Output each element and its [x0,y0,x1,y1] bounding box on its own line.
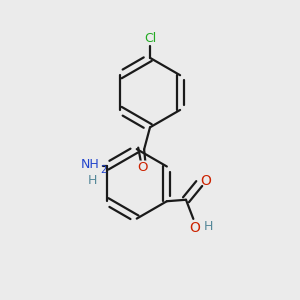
Text: H: H [204,220,213,233]
Text: 2: 2 [100,165,106,175]
Text: H: H [88,174,97,187]
Text: NH: NH [80,158,99,171]
Text: O: O [201,174,212,188]
Text: Cl: Cl [144,32,156,45]
Text: O: O [189,221,200,235]
Text: O: O [137,161,148,174]
